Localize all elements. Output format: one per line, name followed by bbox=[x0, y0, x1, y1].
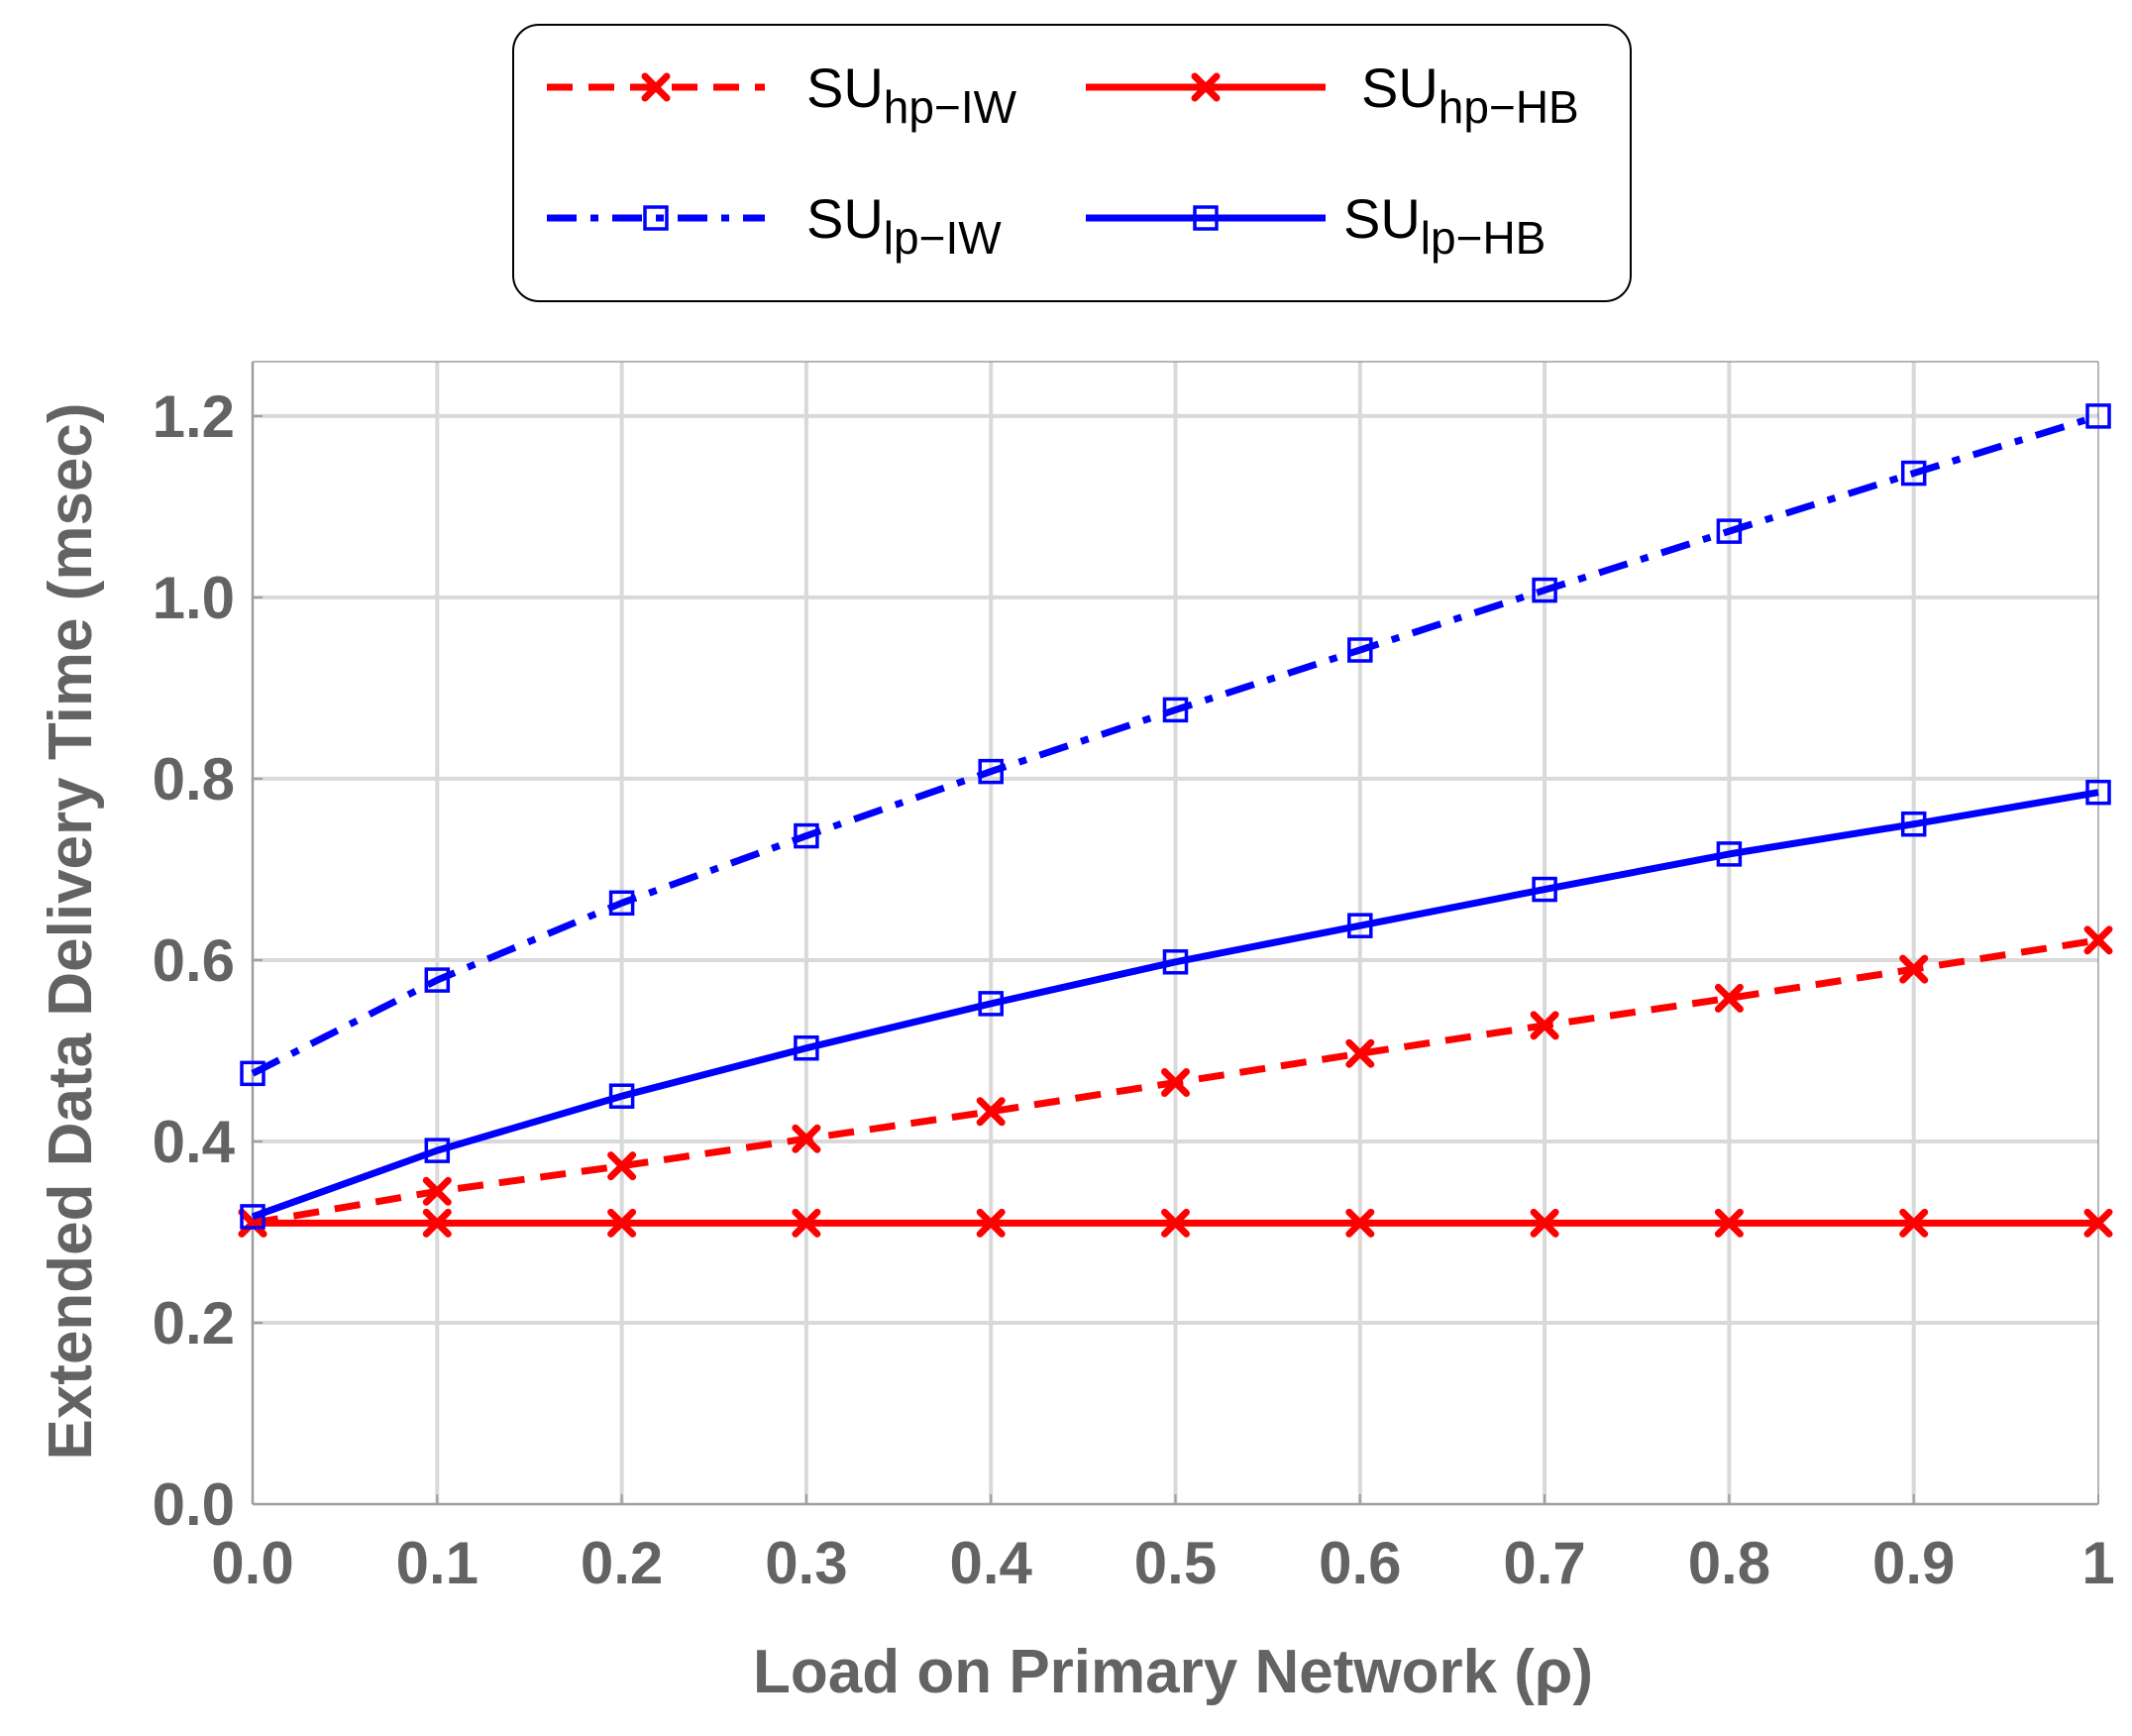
data-point bbox=[2085, 779, 2111, 806]
legend-marker bbox=[641, 72, 671, 102]
data-point bbox=[422, 1176, 452, 1206]
legend-item-lp-hb: SUlp−HB bbox=[1086, 187, 1546, 264]
x-tick-label: 0.1 bbox=[396, 1530, 479, 1596]
legend-label: SUlp−HB bbox=[1343, 187, 1546, 264]
y-tick-label: 0.2 bbox=[153, 1290, 235, 1356]
legend-marker bbox=[643, 205, 669, 231]
y-tick-label: 1.2 bbox=[153, 383, 235, 450]
data-point bbox=[422, 1208, 452, 1238]
legend-marker bbox=[1193, 205, 1219, 231]
data-point bbox=[1532, 577, 1557, 603]
data-point bbox=[2083, 1208, 2113, 1238]
data-point bbox=[1714, 983, 1744, 1013]
data-point bbox=[1714, 1208, 1744, 1238]
data-point bbox=[794, 1034, 819, 1061]
data-point bbox=[607, 1208, 637, 1238]
x-tick-label: 0.2 bbox=[581, 1530, 663, 1596]
data-point bbox=[792, 1208, 821, 1238]
series-hp-hb bbox=[238, 1208, 2113, 1238]
x-tick-label: 0.5 bbox=[1134, 1530, 1217, 1596]
data-point bbox=[1347, 913, 1373, 938]
data-point bbox=[1530, 1208, 1559, 1238]
legend-label-base: SU bbox=[1361, 56, 1439, 119]
legend-label-base: SU bbox=[1343, 187, 1421, 250]
legend-box bbox=[512, 24, 1632, 302]
legend-label-subscript: hp−HB bbox=[1439, 81, 1579, 133]
y-tick-label: 1.0 bbox=[153, 565, 235, 631]
legend-item-hp-hb: SUhp−HB bbox=[1086, 56, 1579, 133]
data-point bbox=[1162, 697, 1189, 723]
data-point bbox=[978, 758, 1004, 785]
legend-item-hp-iw: SUhp−IW bbox=[547, 56, 1017, 133]
data-point bbox=[1161, 1208, 1190, 1238]
series-line bbox=[251, 789, 2099, 1221]
data-point bbox=[976, 1208, 1006, 1238]
data-point bbox=[1530, 1011, 1559, 1040]
series-lp-hb bbox=[240, 779, 2111, 1230]
plot-area: 0.0 0.1 0.2 0.3 0.4 0.5 0.6 0.7 0.8 0.9 1 0.0 0.2 0.… bbox=[153, 361, 2115, 1596]
x-tick-label: 0.6 bbox=[1319, 1530, 1401, 1596]
legend-label-base: SU bbox=[806, 56, 884, 119]
data-point bbox=[1716, 841, 1743, 867]
legend-label: SUhp−HB bbox=[1361, 56, 1579, 133]
data-point bbox=[976, 1097, 1006, 1127]
data-point bbox=[424, 967, 451, 993]
data-point bbox=[1347, 637, 1373, 663]
x-tick-label: 0.4 bbox=[949, 1530, 1032, 1596]
legend-item-lp-iw: SUlp−IW bbox=[547, 187, 1002, 264]
series-lp-iw bbox=[240, 403, 2111, 1087]
y-axis-title: Extended Data Delivery Time (msec) bbox=[37, 402, 105, 1460]
legend-label-subscript: lp−IW bbox=[884, 212, 1002, 264]
data-point bbox=[2085, 403, 2111, 429]
y-tick-label: 0.0 bbox=[153, 1471, 235, 1538]
series-line bbox=[251, 412, 2100, 1077]
legend-label: SUhp−IW bbox=[806, 56, 1017, 133]
y-tick-label: 0.6 bbox=[153, 927, 235, 994]
legend-label-subscript: lp−HB bbox=[1421, 212, 1546, 264]
data-point bbox=[1716, 518, 1743, 544]
data-point bbox=[2083, 925, 2113, 955]
legend-label-subscript: hp−IW bbox=[884, 81, 1017, 133]
legend-label-base: SU bbox=[806, 187, 884, 250]
legend-marker bbox=[1191, 72, 1221, 102]
y-tick-label: 0.4 bbox=[153, 1109, 236, 1175]
data-point bbox=[1899, 1208, 1929, 1238]
data-point bbox=[978, 991, 1004, 1017]
data-point bbox=[1900, 460, 1927, 487]
y-tick-label: 0.8 bbox=[153, 746, 235, 813]
data-point bbox=[794, 822, 819, 849]
data-point bbox=[240, 1204, 266, 1230]
x-tick-label: 0.3 bbox=[765, 1530, 847, 1596]
data-point bbox=[1899, 954, 1929, 984]
x-tick-label: 0.7 bbox=[1503, 1530, 1585, 1596]
data-point bbox=[1345, 1038, 1375, 1068]
data-point bbox=[1161, 1067, 1190, 1097]
x-tick-label: 0.9 bbox=[1872, 1530, 1955, 1596]
data-point bbox=[607, 1151, 637, 1181]
data-point bbox=[1532, 876, 1557, 903]
legend-label: SUlp−IW bbox=[806, 187, 1002, 264]
data-point bbox=[1162, 949, 1189, 975]
x-tick-label: 0.0 bbox=[211, 1530, 293, 1596]
data-point bbox=[608, 890, 635, 917]
data-point bbox=[240, 1060, 266, 1087]
data-point bbox=[1900, 811, 1927, 837]
x-axis-title: Load on Primary Network (ρ) bbox=[753, 1638, 1593, 1706]
data-point bbox=[608, 1083, 635, 1109]
data-point bbox=[792, 1124, 821, 1153]
data-point bbox=[424, 1138, 451, 1163]
data-point bbox=[1345, 1208, 1375, 1238]
x-tick-label: 0.8 bbox=[1688, 1530, 1770, 1596]
x-tick-label: 1 bbox=[2081, 1530, 2114, 1596]
